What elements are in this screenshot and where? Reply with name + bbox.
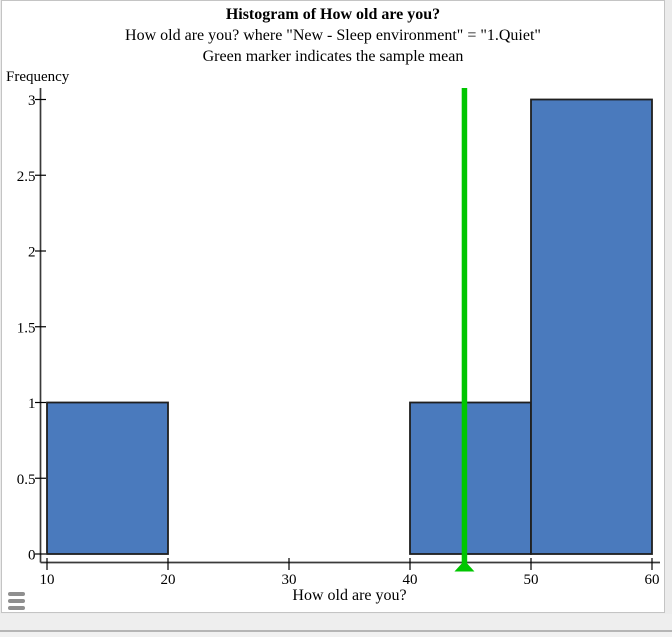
x-tick-label: 60 <box>645 572 660 588</box>
histogram-bar[interactable] <box>530 98 653 555</box>
x-tick-label: 40 <box>403 572 418 588</box>
x-tick-label: 30 <box>282 572 297 588</box>
y-tick-label: 3 <box>28 93 36 109</box>
hamburger-bar <box>8 599 25 603</box>
chart-subtitle: How old are you? where "New - Sleep envi… <box>125 27 541 44</box>
chart-title: Histogram of How old are you? <box>225 6 441 23</box>
footer-divider <box>0 614 672 632</box>
x-tick-label: 20 <box>161 572 176 588</box>
mean-marker-triangle <box>454 560 475 572</box>
x-tick-label: 10 <box>40 572 55 588</box>
y-tick-label: 2.5 <box>17 169 36 185</box>
y-tick-label: 0.5 <box>17 472 36 488</box>
y-axis-title: Frequency <box>6 69 70 85</box>
y-tick-label: 1.5 <box>17 320 36 336</box>
hamburger-bar <box>8 606 25 610</box>
x-axis-title: How old are you? <box>292 587 407 604</box>
hamburger-bar <box>8 592 25 596</box>
y-tick-label: 1 <box>28 396 36 412</box>
footer-strip <box>0 614 672 637</box>
histogram-bar[interactable] <box>46 401 169 555</box>
chart-note: Green marker indicates the sample mean <box>202 48 464 65</box>
chart-panel: Histogram of How old are you? How old ar… <box>1 0 665 613</box>
histogram-plot: 0 0.5 1 1.5 2 2.5 3 10 20 30 40 50 60 <box>17 88 660 588</box>
chart-titles: Histogram of How old are you? How old ar… <box>2 4 664 67</box>
y-tick-label: 2 <box>28 245 36 261</box>
x-tick-label: 50 <box>524 572 539 588</box>
hamburger-menu-icon[interactable] <box>8 592 28 612</box>
y-tick-label: 0 <box>28 548 36 564</box>
histogram-bar[interactable] <box>409 401 532 555</box>
